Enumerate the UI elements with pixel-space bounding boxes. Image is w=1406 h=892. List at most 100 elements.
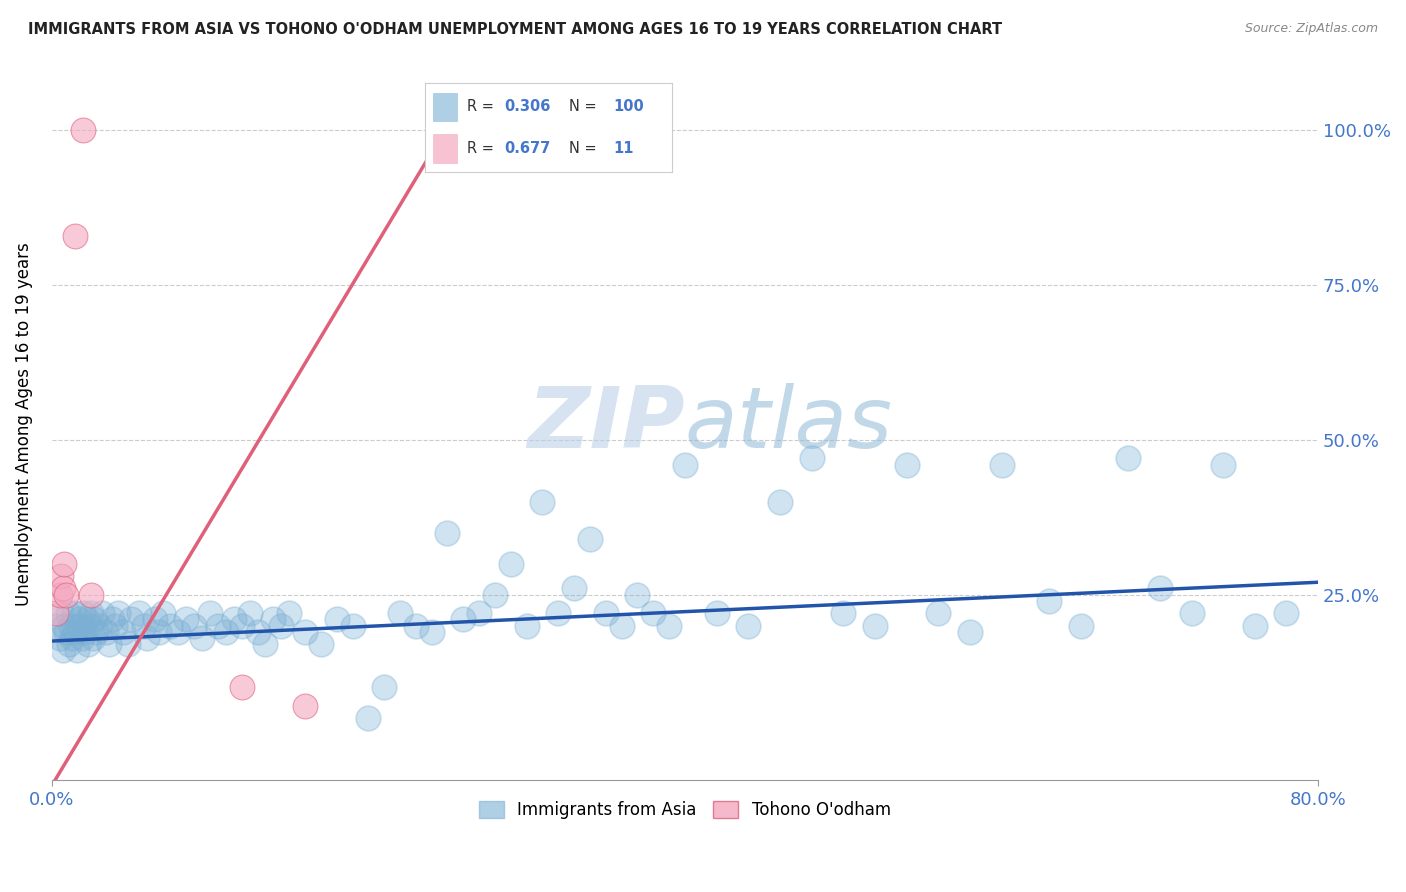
Point (342, 618, 364, 632)
Point (516, 618, 538, 632)
Point (270, 618, 292, 632)
Point (420, 624, 443, 639)
Point (800, 451, 823, 466)
Point (863, 618, 886, 632)
Point (91, 606, 114, 620)
Point (70, 631, 93, 645)
Point (183, 618, 205, 632)
Point (159, 618, 181, 632)
Point (111, 624, 134, 639)
Point (65, 624, 87, 639)
Point (51, 569, 73, 583)
Point (83, 612, 105, 626)
Point (72, 606, 94, 620)
Point (101, 612, 124, 626)
Point (436, 525, 458, 540)
Point (254, 637, 277, 651)
Point (737, 618, 759, 632)
Point (120, 612, 142, 626)
Point (643, 606, 665, 620)
Point (531, 495, 554, 509)
Point (325, 612, 347, 626)
Point (117, 637, 139, 651)
Y-axis label: Unemployment Among Ages 16 to 19 years: Unemployment Among Ages 16 to 19 years (15, 243, 32, 607)
Point (207, 618, 229, 632)
Point (55, 624, 77, 639)
Point (107, 606, 129, 620)
Point (1212, 458, 1234, 472)
Point (1243, 618, 1265, 632)
Point (48, 631, 70, 645)
Point (65, 228, 87, 243)
Point (48, 588, 70, 602)
Point (63, 606, 86, 620)
Point (51, 606, 73, 620)
Point (84, 624, 107, 639)
Point (262, 612, 284, 626)
Point (658, 618, 681, 632)
Point (231, 681, 253, 695)
Point (97, 637, 120, 651)
Point (1070, 618, 1092, 632)
Text: IMMIGRANTS FROM ASIA VS TOHONO O'ODHAM UNEMPLOYMENT AMONG AGES 16 TO 19 YEARS CO: IMMIGRANTS FROM ASIA VS TOHONO O'ODHAM U… (28, 22, 1002, 37)
Point (104, 618, 127, 632)
Point (468, 606, 491, 620)
Point (135, 631, 157, 645)
Point (152, 606, 174, 620)
Point (294, 624, 316, 639)
Point (562, 582, 585, 596)
Point (405, 618, 427, 632)
Point (143, 612, 166, 626)
Point (73, 624, 96, 639)
Point (82, 631, 104, 645)
Point (72, 123, 94, 137)
Point (373, 681, 395, 695)
Point (52, 643, 75, 657)
Point (76, 612, 98, 626)
Point (45, 618, 67, 632)
Point (94, 624, 117, 639)
Point (239, 606, 262, 620)
Point (357, 711, 380, 725)
Point (69, 618, 91, 632)
Point (45, 606, 67, 620)
Point (1038, 594, 1060, 608)
Point (198, 606, 221, 620)
Point (309, 637, 332, 651)
Point (215, 624, 238, 639)
Point (453, 612, 475, 626)
Point (959, 624, 981, 639)
Point (53, 557, 76, 571)
Point (191, 631, 214, 645)
Point (484, 588, 506, 602)
Point (56, 606, 79, 620)
Text: atlas: atlas (685, 383, 893, 466)
Point (55, 588, 77, 602)
Text: Source: ZipAtlas.com: Source: ZipAtlas.com (1244, 22, 1378, 36)
Point (231, 618, 253, 632)
Point (79, 618, 101, 632)
Point (927, 606, 949, 620)
Point (610, 618, 633, 632)
Point (246, 624, 269, 639)
Point (59, 618, 82, 632)
Point (673, 458, 696, 472)
Point (595, 606, 617, 620)
Point (80, 588, 103, 602)
Point (148, 624, 170, 639)
Point (66, 643, 89, 657)
Point (706, 606, 728, 620)
Point (80, 606, 103, 620)
Point (222, 612, 245, 626)
Point (769, 495, 792, 509)
Point (58, 637, 80, 651)
Point (67, 612, 90, 626)
Point (896, 458, 918, 472)
Point (53, 618, 76, 632)
Point (990, 458, 1012, 472)
Point (1116, 451, 1139, 466)
Point (294, 699, 316, 714)
Point (499, 557, 522, 571)
Point (579, 532, 602, 546)
Point (832, 606, 855, 620)
